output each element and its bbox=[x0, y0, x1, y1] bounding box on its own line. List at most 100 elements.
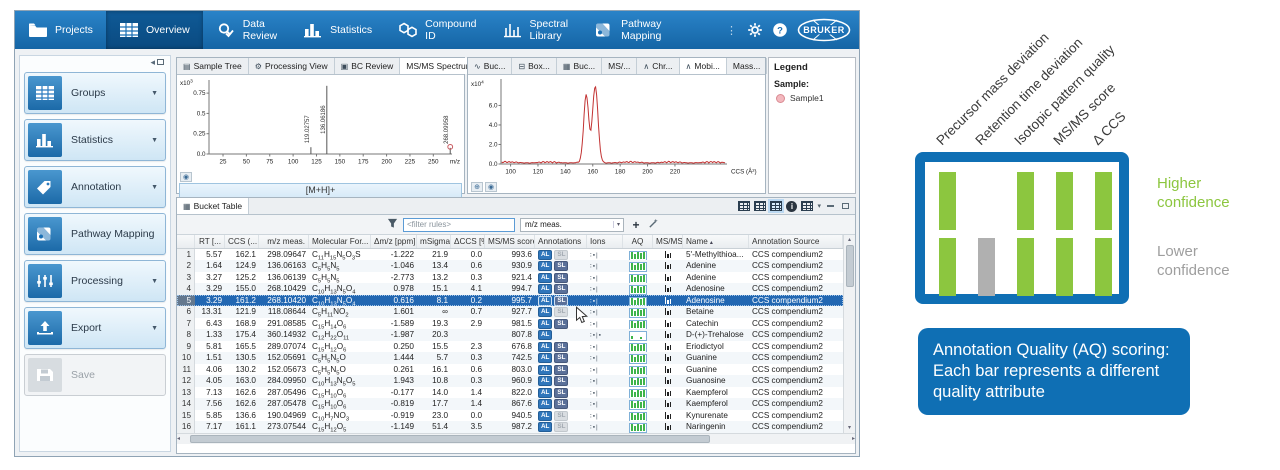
table-view-detailed-icon[interactable] bbox=[768, 199, 785, 214]
table-row-13[interactable]: 13 7.13 162.6 287.05496 C15H10O6 -0.177 14.0 1.… bbox=[177, 386, 843, 399]
add-filter-button[interactable]: + bbox=[632, 217, 640, 232]
tab-sample-tree[interactable]: ▤ Sample Tree bbox=[177, 58, 249, 74]
column-header-ions[interactable]: Ions bbox=[587, 234, 623, 248]
table-row-3[interactable]: 3 3.27 125.2 136.06139 C5H5N5 -2.773 13.2 0.3 92… bbox=[177, 271, 843, 284]
column-header-ms-ms[interactable]: MS/MS bbox=[653, 234, 683, 248]
table-view-compact-icon[interactable] bbox=[754, 201, 767, 212]
toolbar-item-data-review[interactable]: Data Review bbox=[203, 11, 290, 49]
sidebar-item-statistics[interactable]: Statistics ▼ bbox=[24, 119, 166, 161]
column-header-molecular-for[interactable]: Molecular For... bbox=[309, 234, 371, 248]
tab-mobi[interactable]: ∧ Mobi... bbox=[679, 58, 727, 74]
column-header-ms-ms-score[interactable]: MS/MS score bbox=[485, 234, 535, 248]
sidebar-collapse-icon[interactable]: ◂ bbox=[20, 56, 170, 70]
table-row-9[interactable]: 9 5.81 165.5 289.07074 C15H12O6 0.250 15.5 2.3 6… bbox=[177, 340, 843, 353]
sidebar-item-pathway-mapping[interactable]: Pathway Mapping bbox=[24, 213, 166, 255]
column-header-ccs[interactable]: ΔCCS [%] bbox=[451, 234, 485, 248]
tab-chr[interactable]: ∧ Chr... bbox=[637, 58, 680, 74]
sidebar-item-processing[interactable]: Processing ▼ bbox=[24, 260, 166, 302]
tab-mass[interactable]: Mass... bbox=[727, 58, 768, 74]
plot-crosshair-icon[interactable]: ⊕ bbox=[471, 182, 483, 192]
tab-label: MS/... bbox=[608, 61, 631, 71]
delta-mz-cell: 1.943 bbox=[393, 376, 415, 386]
vertical-scroll-thumb[interactable] bbox=[845, 244, 854, 287]
toolbar-item-spectral-library[interactable]: Spectral Library bbox=[490, 11, 582, 49]
column-header-m-z-ppm[interactable]: Δm/z [ppm] bbox=[371, 234, 417, 248]
column-header-annotations[interactable]: Annotations bbox=[535, 234, 587, 248]
plot-reset-zoom-icon[interactable]: ◉ bbox=[485, 182, 497, 192]
annotations-cell: AL SL bbox=[535, 249, 587, 261]
tab-processing-view[interactable]: ⚙ Processing View bbox=[249, 58, 335, 74]
column-header-aq[interactable]: AQ bbox=[623, 234, 653, 248]
scroll-down-icon[interactable]: ▾ bbox=[847, 424, 851, 431]
column-header-rt[interactable]: RT [... bbox=[195, 234, 225, 248]
sidebar-item-export[interactable]: Export ▼ bbox=[24, 307, 166, 349]
horizontal-scroll-thumb[interactable] bbox=[190, 435, 711, 444]
table-row-1[interactable]: 1 5.57 162.1 298.09647 C11H15N5O3S -1.222 21.9… bbox=[177, 248, 843, 261]
column-header-name[interactable]: Name ▴ bbox=[683, 234, 749, 248]
tab-ms[interactable]: MS/... bbox=[602, 58, 638, 74]
plot-reset-zoom-icon[interactable]: ◉ bbox=[180, 172, 192, 182]
delta-mz-cell: 0.261 bbox=[393, 364, 415, 374]
table-row-10[interactable]: 10 1.51 130.5 152.05691 C5H5N5O 1.444 5.7 0.3 74… bbox=[177, 352, 843, 364]
msigma-cell: 20.3 bbox=[432, 330, 448, 340]
annotation-source-cell: CCS compendium2 bbox=[752, 295, 823, 305]
maximize-icon[interactable] bbox=[842, 203, 849, 210]
annotations-cell: AL SL bbox=[535, 421, 587, 433]
column-header-m-z-meas[interactable]: m/z meas. bbox=[259, 234, 309, 248]
rt-cell: 1.51 bbox=[206, 353, 222, 363]
table-row-12[interactable]: 12 4.05 163.0 284.09950 C10H13N5O5 1.943 10.8 0… bbox=[177, 375, 843, 387]
table-row-5[interactable]: 5 3.29 161.2 268.10420 C10H13N5O4 0.616 8.1 0.2… bbox=[177, 294, 843, 307]
toolbar-item-statistics[interactable]: Statistics bbox=[290, 11, 385, 49]
filter-column-dropdown[interactable]: m/z meas. ▾ bbox=[520, 217, 625, 232]
scroll-left-icon[interactable]: ◂ bbox=[177, 436, 181, 443]
ion-species-bar[interactable]: [M+H]+ bbox=[179, 183, 462, 198]
tab-buc[interactable]: ∿ Buc... bbox=[468, 58, 513, 74]
table-row-11[interactable]: 11 4.06 130.2 152.05673 C5H5N5O 0.261 16.1 0.6 8… bbox=[177, 363, 843, 376]
table-row-4[interactable]: 4 3.29 155.0 268.10429 C10H13N5O4 0.978 15.1 4.… bbox=[177, 283, 843, 295]
row-number-cell: 3 bbox=[177, 271, 195, 284]
aq-quality-icon bbox=[629, 285, 647, 295]
column-header-annotation-source[interactable]: Annotation Source bbox=[749, 234, 843, 248]
table-export-icon[interactable] bbox=[801, 201, 814, 212]
tab-bc-review[interactable]: ▣ BC Review bbox=[335, 58, 401, 74]
sidebar-item-annotation[interactable]: Annotation ▼ bbox=[24, 166, 166, 208]
column-header-rownum[interactable] bbox=[177, 234, 195, 248]
aq-quality-icon bbox=[629, 296, 647, 307]
legend-sample-item[interactable]: Sample1 bbox=[774, 93, 850, 103]
column-header-ccs[interactable]: CCS (... bbox=[225, 234, 259, 248]
sort-ascending-icon: ▴ bbox=[709, 239, 713, 246]
table-row-16[interactable]: 16 7.17 161.1 273.07544 C15H12O5 -1.149 51.4 3.… bbox=[177, 421, 843, 433]
tab-buc[interactable]: ▦ Buc... bbox=[557, 58, 603, 74]
sidebar-item-groups[interactable]: Groups ▼ bbox=[24, 72, 166, 114]
help-icon[interactable]: ? bbox=[772, 22, 788, 38]
msms-cell bbox=[653, 375, 683, 387]
toolbar-item-pathway-mapping[interactable]: Pathway Mapping bbox=[581, 11, 674, 49]
scroll-up-icon[interactable]: ▴ bbox=[847, 236, 851, 243]
info-icon[interactable]: i bbox=[786, 200, 798, 212]
chevron-down-icon: ▼ bbox=[151, 183, 158, 191]
table-row-14[interactable]: 14 7.56 162.6 287.05478 C15H10O6 -0.819 17.7 1.… bbox=[177, 398, 843, 410]
settings-gear-icon[interactable] bbox=[747, 22, 763, 38]
tab-box[interactable]: ⊟ Box... bbox=[512, 58, 557, 74]
mobilogram-plot[interactable]: 100 120 140 160 180 200 220 CCS (Å²) 0.0 2.0 4.0 6.… bbox=[468, 75, 765, 182]
table-row-7[interactable]: 7 6.43 168.9 291.08585 C15H14O6 -1.589 19.3 2.9… bbox=[177, 317, 843, 330]
table-row-6[interactable]: 6 13.31 121.9 118.08644 C5H11NO2 1.601 ∞ 0.7 927… bbox=[177, 306, 843, 318]
aq-cell bbox=[623, 272, 653, 284]
filter-rules-input[interactable] bbox=[403, 217, 515, 232]
filter-wand-icon[interactable] bbox=[648, 216, 659, 234]
toolbar-item-compound-id[interactable]: Compound ID bbox=[385, 11, 489, 49]
formula-cell: C5H5N5 bbox=[312, 272, 340, 284]
table-row-8[interactable]: 8 1.33 175.4 360.14932 C12H22O11 -1.987 20.3 80… bbox=[177, 329, 843, 341]
chevron-down-icon[interactable]: ▾ bbox=[817, 203, 821, 211]
minimize-icon[interactable] bbox=[827, 205, 834, 208]
toolbar-item-projects[interactable]: Projects bbox=[15, 11, 106, 49]
scroll-right-icon[interactable]: ▸ bbox=[851, 436, 855, 443]
table-row-15[interactable]: 15 5.85 136.6 190.04969 C10H7NO3 -0.919 23.0 0.… bbox=[177, 409, 843, 422]
msms-spectrum-plot[interactable]: 25 50 75 100 125 150 175 200 225 250 m/z 0.0 0.25 0.5… bbox=[177, 75, 464, 172]
table-row-2[interactable]: 2 1.64 124.9 136.06163 C5H5N5 -1.046 13.4 0.6 93… bbox=[177, 260, 843, 272]
chevron-down-icon: ▾ bbox=[613, 221, 623, 229]
table-view-normal-icon[interactable] bbox=[738, 201, 751, 212]
toolbar-item-overview[interactable]: Overview bbox=[105, 11, 203, 49]
tab-bucket-table[interactable]: ▦ Bucket Table bbox=[177, 198, 250, 215]
column-header-msigma[interactable]: mSigma bbox=[417, 234, 451, 248]
